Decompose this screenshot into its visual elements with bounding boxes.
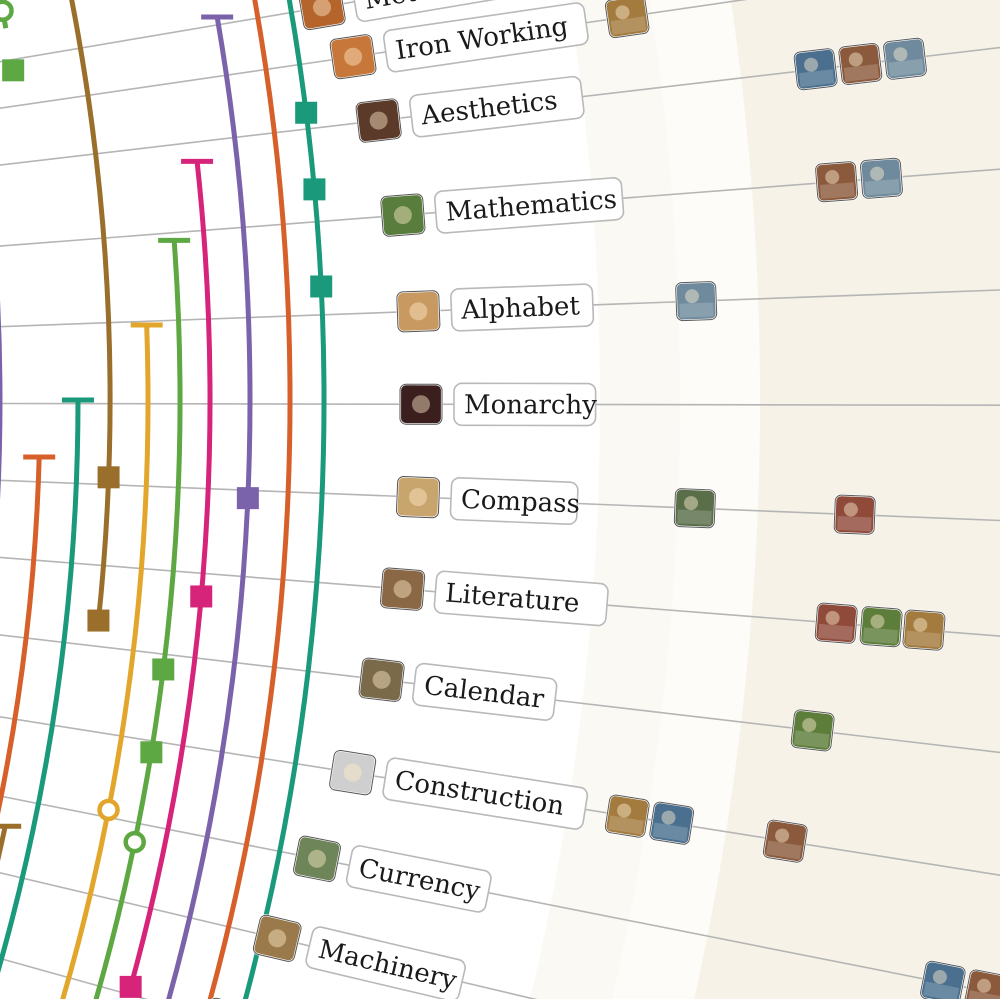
rail-brown-10 xyxy=(0,825,8,862)
tech-node-currency[interactable]: Currency xyxy=(292,834,492,913)
tech-label-box xyxy=(382,2,589,73)
explorer-unit-icon xyxy=(673,487,717,529)
tech-label-box xyxy=(305,926,466,999)
rail-teal-7 xyxy=(0,399,81,973)
tech-label: Monarchy xyxy=(464,390,597,420)
tech-label-box xyxy=(351,0,573,23)
rail-marker-green-4-1 xyxy=(140,741,163,764)
tech-label-box xyxy=(409,75,585,138)
compass-icon xyxy=(395,475,441,519)
trade-unit-icon xyxy=(963,968,1000,999)
tech-node-mathematics[interactable]: Mathematics xyxy=(379,177,625,238)
rail-orange-8 xyxy=(0,456,42,815)
machinery-icon xyxy=(252,914,303,963)
tech-label: Alphabet xyxy=(460,291,581,325)
rail-marker-brown-6-1 xyxy=(87,609,110,632)
tech-label-box xyxy=(345,845,492,913)
garden-wonder-icon xyxy=(859,157,904,200)
ship-unit-icon xyxy=(859,605,904,648)
unlock-icons xyxy=(604,0,1000,999)
worker-unit-icon xyxy=(604,793,651,839)
tech-label-box xyxy=(433,177,625,234)
calendar-icon xyxy=(357,657,406,703)
tech-label-box xyxy=(453,382,597,427)
market-building-icon xyxy=(919,960,967,999)
tech-node-construction[interactable]: Construction xyxy=(328,749,589,831)
catapult-unit-icon xyxy=(648,801,695,846)
rail-ring-green-13-0 xyxy=(0,0,14,22)
statue-wonder-icon xyxy=(837,42,883,86)
tech-node-compass[interactable]: Compass xyxy=(395,475,581,525)
rail-marker-magenta-3-1 xyxy=(119,975,142,998)
tech-label-box xyxy=(412,662,558,721)
rail-green-4 xyxy=(93,240,183,999)
rail-marker-teal-0-0 xyxy=(295,101,318,124)
rail-marker-teal-0-2 xyxy=(310,275,333,298)
gladiator-unit-icon xyxy=(814,602,859,645)
tech-label: Compass xyxy=(460,485,580,520)
colosseum-building-icon xyxy=(814,160,859,203)
tech-label-box xyxy=(449,476,579,525)
tech-label-box xyxy=(433,570,609,627)
tech-label-box xyxy=(382,757,589,830)
rail-brown-6 xyxy=(69,0,113,621)
rail-marker-green-13-0 xyxy=(2,59,25,82)
monarchy-icon xyxy=(398,383,444,426)
technology-nodes: Metal CastingIron WorkingAestheticsMathe… xyxy=(201,0,625,999)
literature-icon xyxy=(379,566,426,612)
tech-node-alphabet[interactable]: Alphabet xyxy=(395,283,595,333)
temple-building-icon xyxy=(793,47,839,91)
currency-icon xyxy=(292,835,342,883)
era-band-inner xyxy=(529,0,680,999)
tech-node-calendar[interactable]: Calendar xyxy=(357,656,558,721)
library-building-icon xyxy=(901,608,947,652)
rail-marker-green-4-0 xyxy=(152,658,175,681)
mathematics-icon xyxy=(379,192,427,238)
dependency-rails xyxy=(0,0,333,999)
rail-ring-green-4-0 xyxy=(123,830,146,854)
tech-node-literature[interactable]: Literature xyxy=(379,566,609,627)
rail-marker-magenta-3-0 xyxy=(190,585,213,608)
rail-teal-0 xyxy=(242,0,327,999)
tech-node-machinery[interactable]: Machinery xyxy=(252,913,467,999)
iron-working-icon xyxy=(329,33,378,80)
arena-building-icon xyxy=(762,819,809,864)
rail-marker-teal-0-1 xyxy=(303,178,326,201)
metal-casting-icon xyxy=(297,0,347,31)
rail-orange-1 xyxy=(207,0,293,999)
rail-ring-gold-5-0 xyxy=(97,798,120,822)
tech-node-monarchy[interactable]: Monarchy xyxy=(398,382,597,427)
tower-building-icon xyxy=(790,708,836,753)
tech-label-box xyxy=(450,283,595,332)
warrior-unit-icon xyxy=(604,0,651,39)
alphabet-icon xyxy=(395,289,441,333)
construction-icon xyxy=(328,749,377,796)
rail-marker-purple-2-0 xyxy=(236,487,259,510)
rail-magenta-3 xyxy=(128,161,213,988)
pagoda-wonder-icon xyxy=(882,37,928,81)
rail-marker-brown-6-0 xyxy=(97,466,120,489)
scholar-unit-icon xyxy=(674,280,718,322)
aesthetics-icon xyxy=(355,97,403,144)
tech-node-aesthetics[interactable]: Aesthetics xyxy=(355,75,585,144)
harbor-building-icon xyxy=(833,494,877,536)
rail-purple-2 xyxy=(166,16,253,999)
